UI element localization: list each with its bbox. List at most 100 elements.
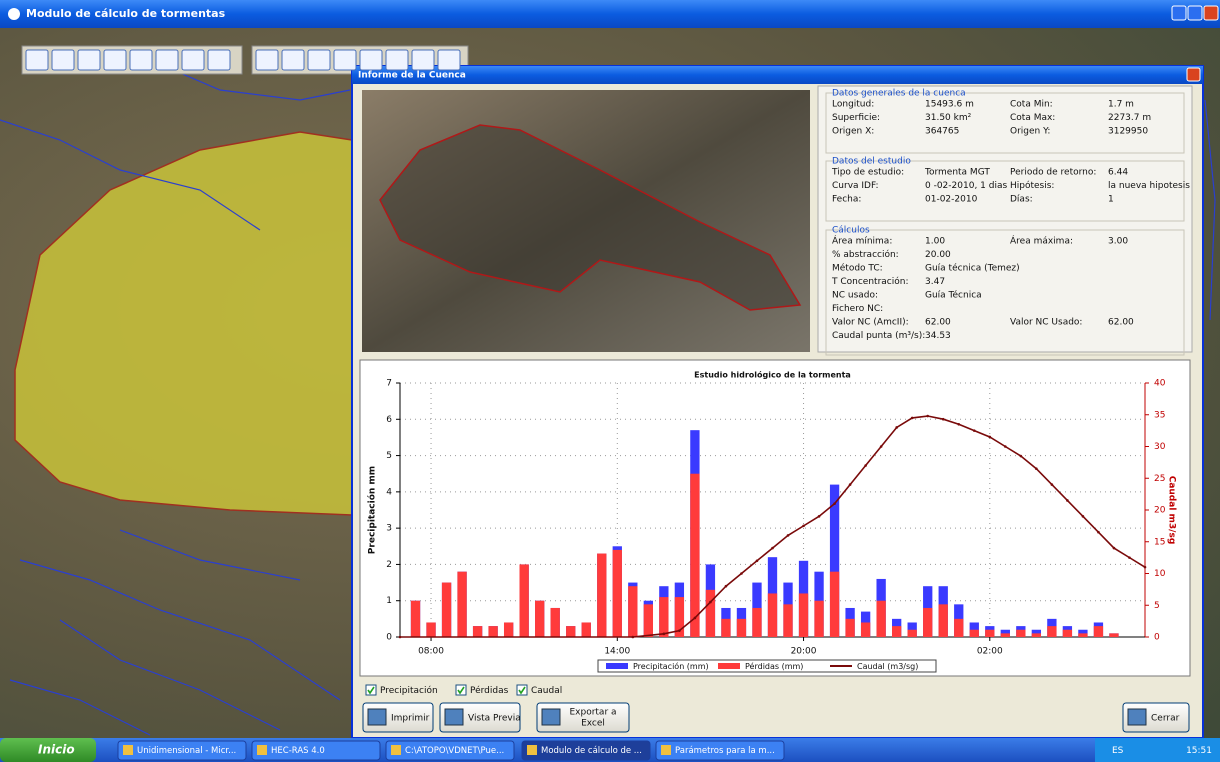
dialog-close-button[interactable] — [1187, 68, 1200, 81]
bar — [520, 564, 529, 637]
flow-point — [864, 464, 867, 467]
flow-point — [678, 629, 681, 632]
bar — [1063, 630, 1072, 637]
tool-button[interactable] — [360, 50, 382, 70]
tool-button[interactable] — [130, 50, 152, 70]
tool-button[interactable] — [26, 50, 48, 70]
bar — [892, 626, 901, 637]
tool-button[interactable] — [282, 50, 304, 70]
tool-button[interactable] — [438, 50, 460, 70]
flow-point — [1144, 566, 1147, 569]
bar — [706, 590, 715, 637]
bar — [954, 619, 963, 637]
tool-button[interactable] — [256, 50, 278, 70]
field-label: Días: — [1010, 195, 1033, 205]
field-value: la nueva hipotesis — [1108, 181, 1190, 191]
bar — [970, 630, 979, 637]
tool-button[interactable] — [104, 50, 126, 70]
y-tick-label: 3 — [386, 524, 392, 534]
page: Modulo de cálculo de tormentas Informe d… — [0, 0, 1220, 762]
bar — [457, 572, 466, 637]
tool-button[interactable] — [52, 50, 74, 70]
bar — [473, 626, 482, 637]
bar — [690, 474, 699, 637]
field-value: 3129950 — [1108, 127, 1148, 137]
y2-tick-label: 20 — [1154, 506, 1166, 516]
checkbox[interactable] — [366, 685, 376, 695]
button-icon — [542, 709, 560, 725]
tool-button[interactable] — [78, 50, 100, 70]
taskbar-label: Modulo de cálculo de ... — [541, 746, 642, 756]
flow-point — [787, 534, 790, 537]
taskbar-icon — [123, 745, 133, 755]
field-label: Curva IDF: — [832, 181, 879, 191]
button-label: Cerrar — [1151, 714, 1180, 724]
flow-point — [880, 445, 883, 448]
y-axis-label: Precipitación mm — [367, 466, 378, 554]
x-tick-label: 20:00 — [791, 647, 817, 657]
taskbar-label: C:\ATOPO\VDNET\Pue... — [405, 746, 504, 756]
app-icon — [8, 8, 20, 20]
field-value: 3.00 — [1108, 237, 1128, 247]
flow-point — [1113, 547, 1116, 550]
bar — [582, 622, 591, 637]
bar — [845, 619, 854, 637]
bar — [1078, 633, 1087, 637]
field-value: 0 -02-2010, 1 dias — [925, 181, 1007, 191]
bar — [1109, 633, 1118, 637]
tool-button[interactable] — [182, 50, 204, 70]
taskbar-icon — [257, 745, 267, 755]
flow-point — [818, 515, 821, 518]
tool-button[interactable] — [386, 50, 408, 70]
tool-button[interactable] — [412, 50, 434, 70]
checkbox[interactable] — [456, 685, 466, 695]
field-label: NC usado: — [832, 291, 878, 301]
bar — [535, 601, 544, 637]
field-value: 20.00 — [925, 250, 951, 260]
y-tick-label: 5 — [386, 451, 392, 461]
taskbar-icon — [391, 745, 401, 755]
bar — [1094, 626, 1103, 637]
taskbar-icon — [527, 745, 537, 755]
bar — [985, 630, 994, 637]
start-label: Inicio — [38, 743, 75, 757]
legend-swatch — [718, 663, 740, 669]
button-icon — [1128, 709, 1146, 725]
checkbox-label: Pérdidas — [470, 685, 509, 696]
bar — [597, 554, 606, 637]
bar — [876, 601, 885, 637]
bar — [551, 608, 560, 637]
tool-button[interactable] — [208, 50, 230, 70]
y-tick-label: 2 — [386, 560, 392, 570]
field-label: Método TC: — [832, 263, 883, 274]
field-value: 1.7 m — [1108, 100, 1134, 110]
checkbox[interactable] — [517, 685, 527, 695]
tool-button[interactable] — [308, 50, 330, 70]
button-icon — [445, 709, 463, 725]
flow-point — [399, 636, 402, 639]
flow-point — [1004, 445, 1007, 448]
bar — [1016, 630, 1025, 637]
field-label: Cota Max: — [1010, 113, 1055, 123]
tool-button[interactable] — [334, 50, 356, 70]
field-value: 15493.6 m — [925, 100, 974, 110]
flow-point — [973, 429, 976, 432]
field-label: Hipótesis: — [1010, 180, 1054, 191]
field-value: 34.53 — [925, 331, 951, 341]
flow-point — [833, 502, 836, 505]
field-value: Tormenta MGT — [924, 168, 990, 178]
minimize-button[interactable] — [1172, 6, 1186, 20]
tool-button[interactable] — [156, 50, 178, 70]
flow-point — [771, 547, 774, 550]
y-tick-label: 4 — [386, 487, 392, 497]
x-tick-label: 02:00 — [977, 647, 1003, 657]
x-tick-label: 08:00 — [418, 647, 444, 657]
field-label: Origen X: — [832, 127, 874, 137]
y2-tick-label: 35 — [1154, 410, 1165, 420]
bar — [908, 630, 917, 637]
bar — [628, 586, 637, 637]
group-legend: Cálculos — [832, 226, 870, 236]
app-close-button[interactable] — [1204, 6, 1218, 20]
maximize-button[interactable] — [1188, 6, 1202, 20]
button-label: Imprimir — [391, 714, 430, 724]
